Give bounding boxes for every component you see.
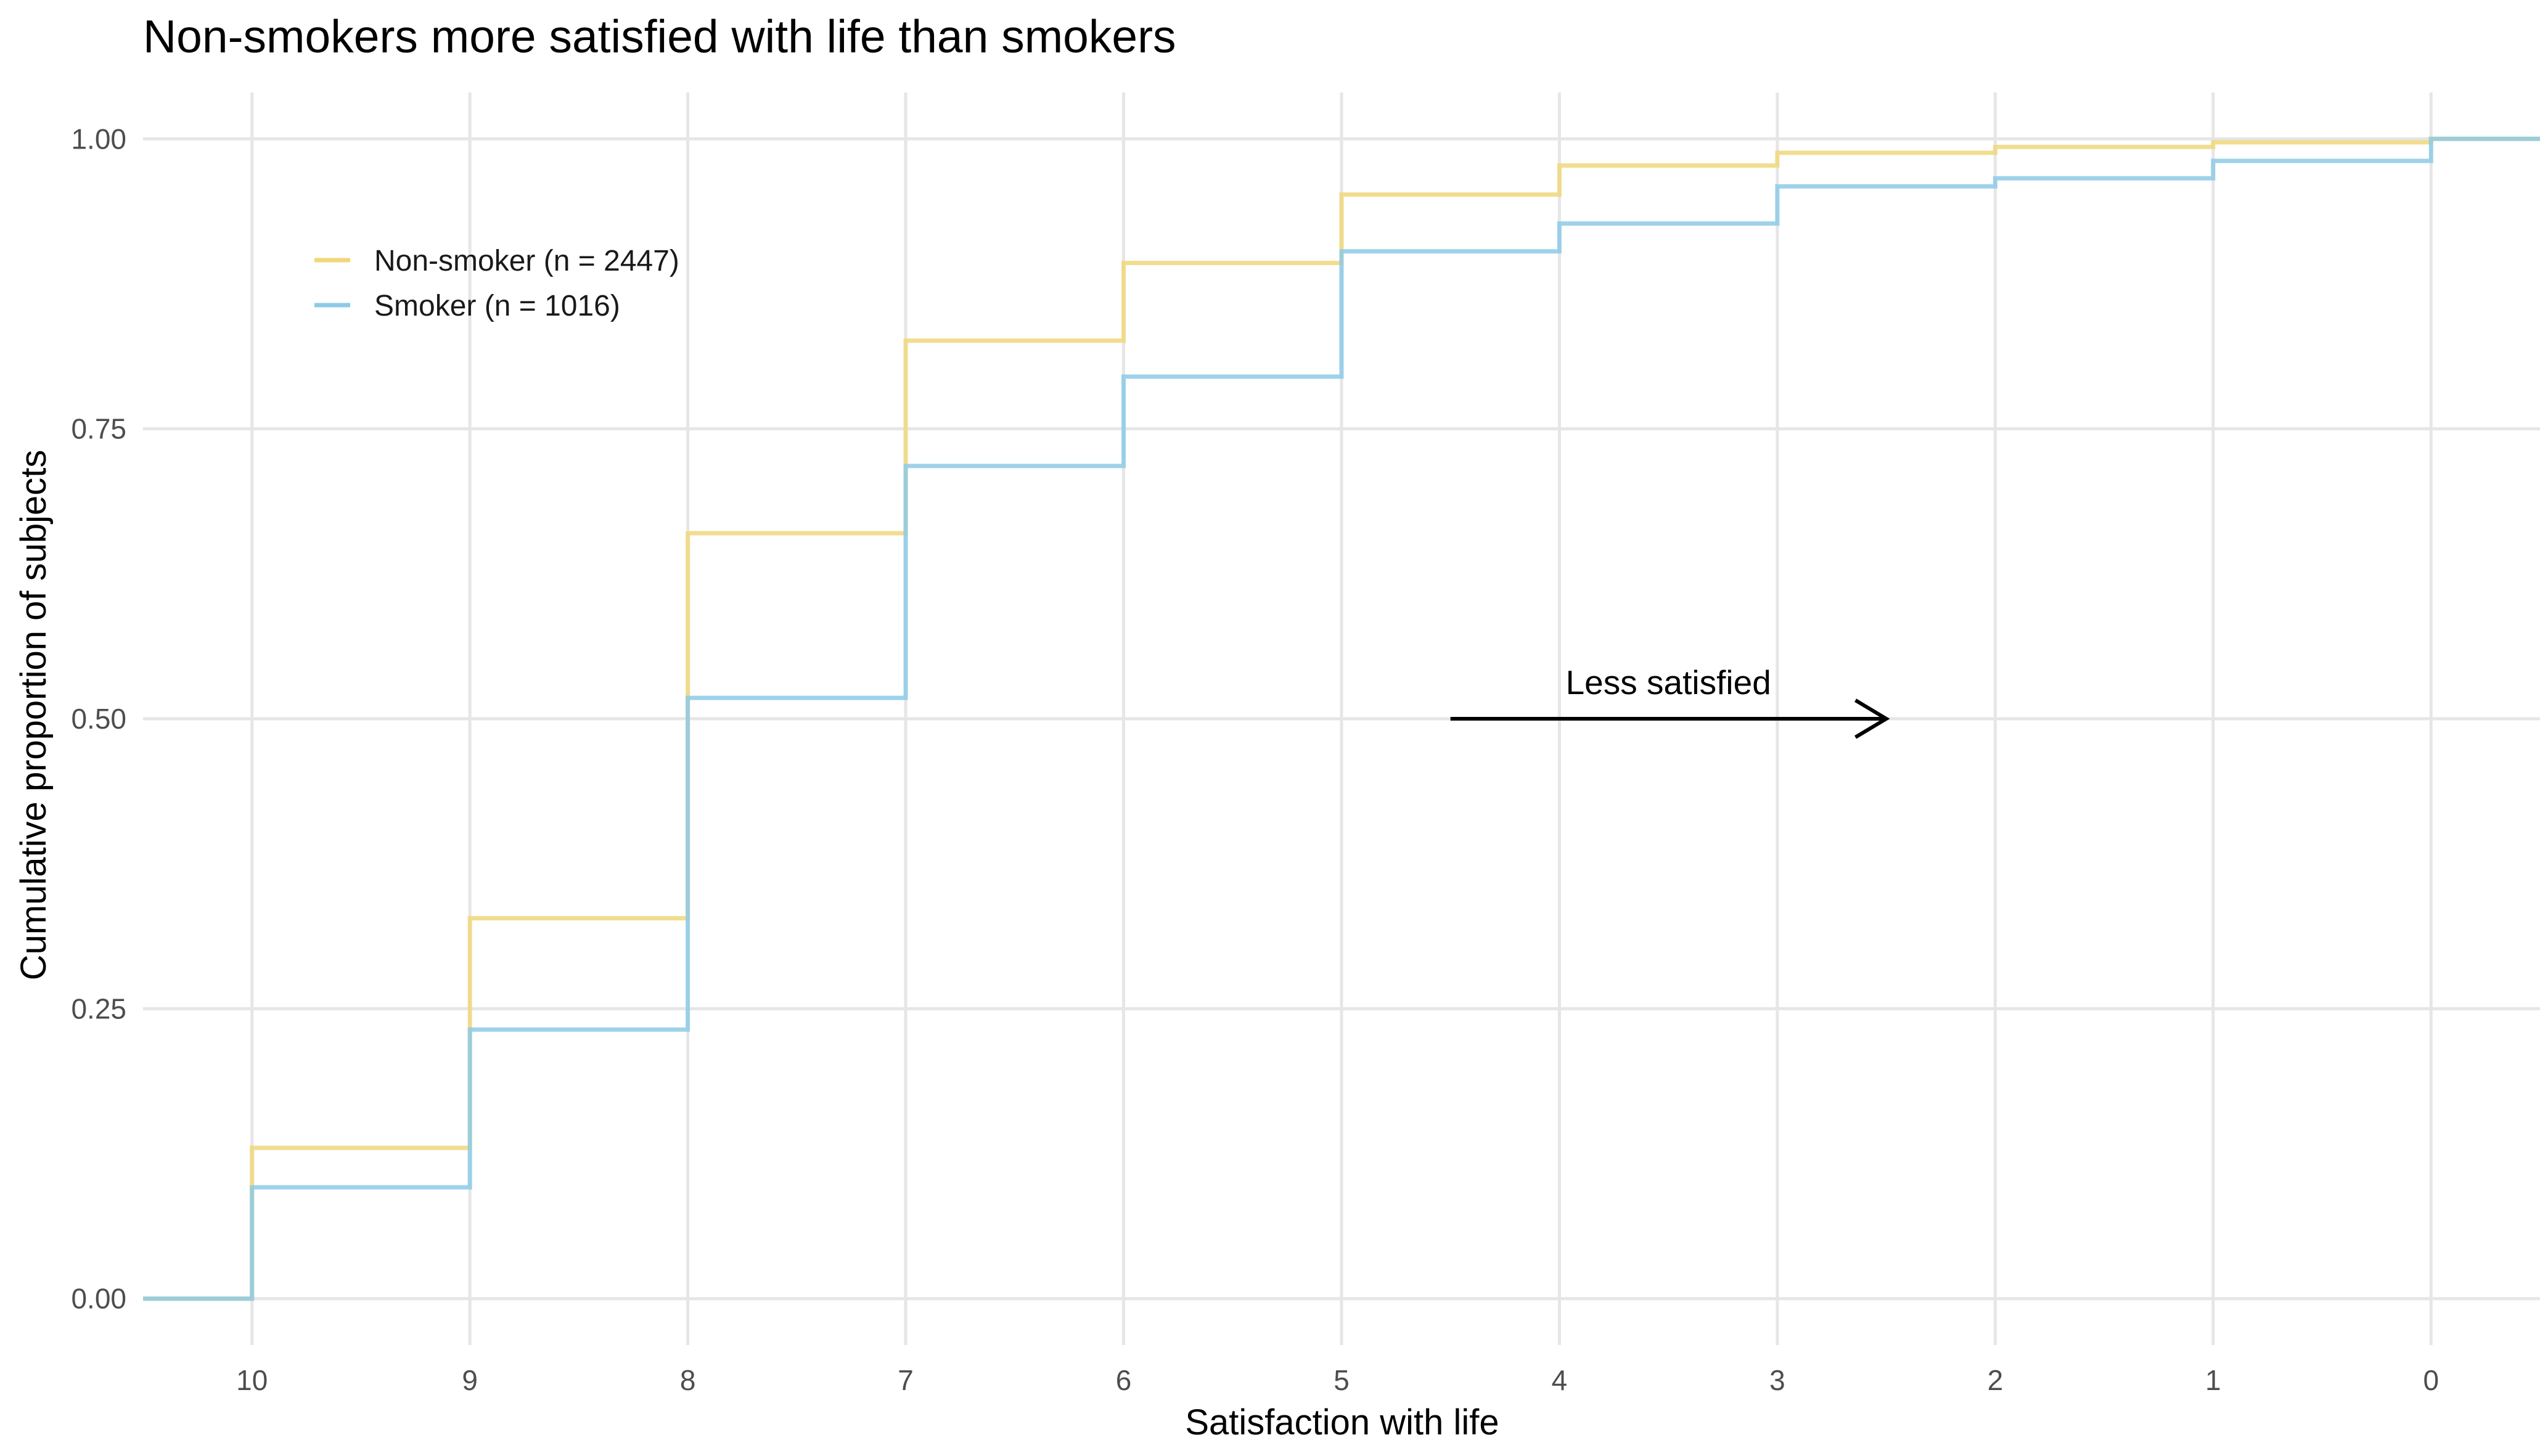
- x-tick-label: 3: [1769, 1364, 1785, 1396]
- y-axis-title: Cumulative proportion of subjects: [14, 450, 54, 981]
- legend-label: Non-smoker (n = 2447): [374, 245, 679, 277]
- x-axis-title: Satisfaction with life: [1185, 1402, 1499, 1442]
- y-tick-label: 0.50: [71, 703, 126, 735]
- x-tick-label: 6: [1116, 1364, 1132, 1396]
- y-tick-label: 0.25: [71, 992, 126, 1025]
- legend-label: Smoker (n = 1016): [374, 290, 620, 322]
- x-tick-label: 4: [1552, 1364, 1568, 1396]
- x-tick-label: 1: [2205, 1364, 2221, 1396]
- x-tick-label: 9: [462, 1364, 478, 1396]
- x-tick-label: 10: [236, 1364, 268, 1396]
- series-line-smoker: [143, 136, 2540, 1301]
- x-tick-label: 8: [680, 1364, 696, 1396]
- x-tick-label: 0: [2423, 1364, 2439, 1396]
- x-tick-label: 2: [1988, 1364, 2004, 1396]
- y-tick-label: 0.75: [71, 413, 126, 445]
- annotation-label: Less satisfied: [1566, 663, 1771, 701]
- annotation: Less satisfied: [1450, 663, 1890, 739]
- y-tick-label: 0.00: [71, 1283, 126, 1315]
- legend: Non-smoker (n = 2447) Smoker (n = 1016): [314, 245, 679, 322]
- series-line-non-smoker: [143, 136, 2540, 1301]
- annotation-arrow-head: [1854, 698, 1890, 739]
- chart-title: Non-smokers more satisfied with life tha…: [143, 10, 1176, 62]
- y-tick-label: 1.00: [71, 123, 126, 155]
- series-layer: [143, 136, 2540, 1301]
- x-tick-label: 7: [898, 1364, 914, 1396]
- x-tick-label: 5: [1333, 1364, 1350, 1396]
